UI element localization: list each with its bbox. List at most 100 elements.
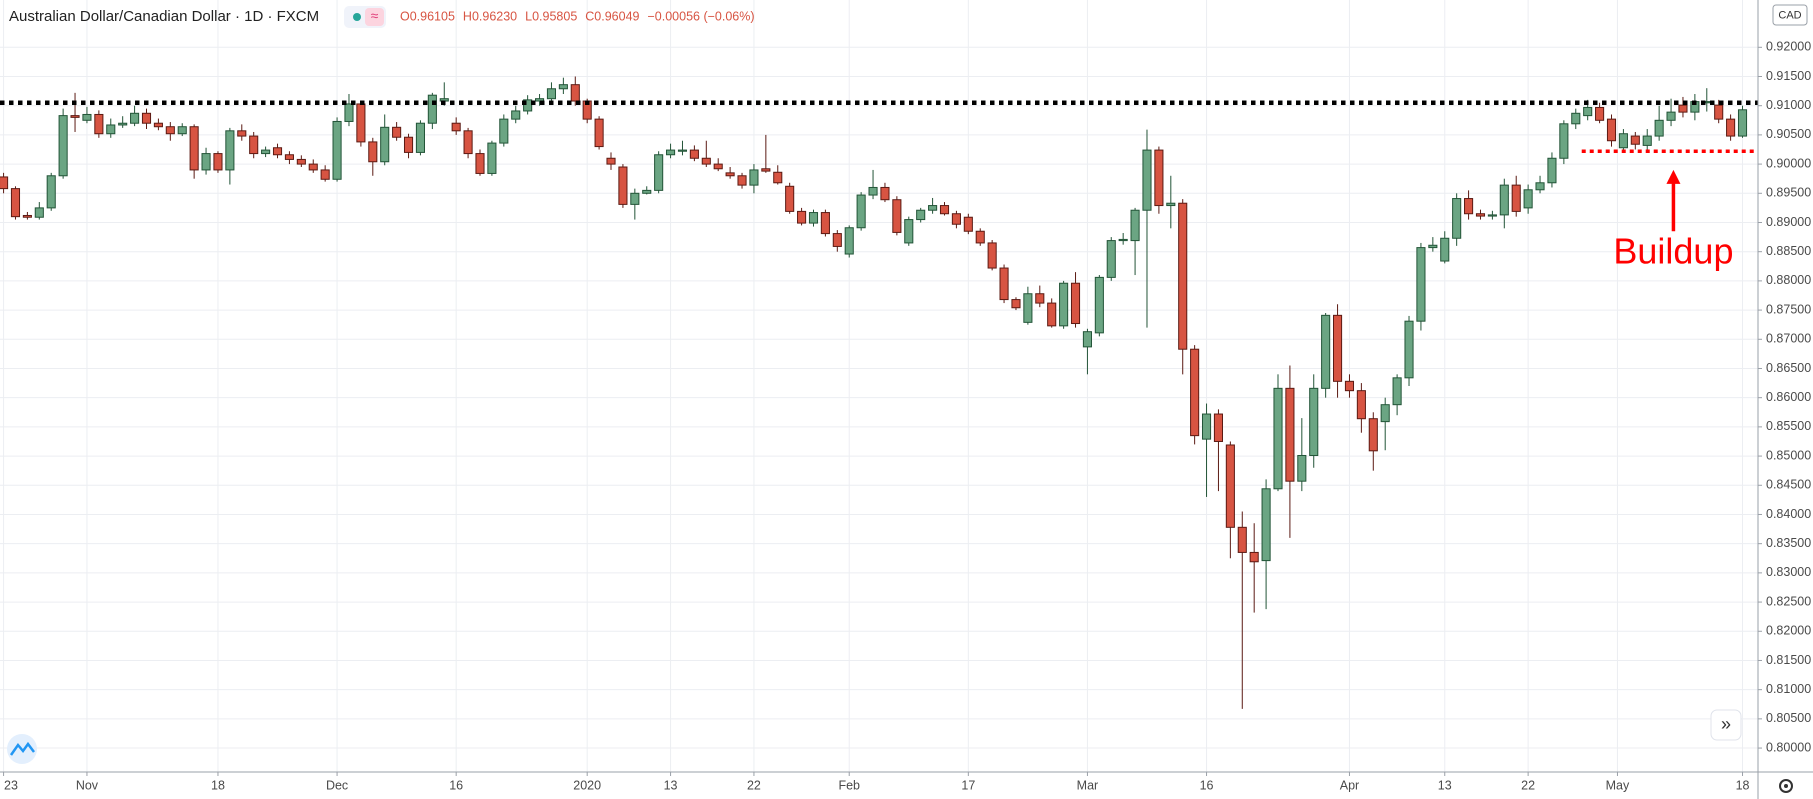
candle-body [1440, 237, 1450, 262]
settings[interactable] [1779, 779, 1793, 793]
x-tick-label: Apr [1340, 778, 1359, 792]
candle-body [10, 188, 21, 218]
candle-body [761, 168, 771, 172]
y-tick-label: 0.86500 [1766, 361, 1811, 375]
candle-body [987, 242, 997, 269]
candle-body [1059, 282, 1069, 327]
candle-body [1356, 390, 1366, 420]
candle-body [415, 122, 425, 153]
candle-body [1094, 276, 1104, 334]
candle-body [677, 149, 688, 152]
annotations: Buildup [0, 100, 1758, 272]
y-tick-label: 0.87500 [1766, 302, 1811, 316]
candle-body [344, 103, 354, 122]
candle-body [820, 212, 830, 235]
x-tick-label: 23 [4, 778, 18, 792]
candle-body [237, 130, 247, 137]
candle-body [1166, 202, 1176, 207]
x-tick-label: 16 [1200, 778, 1214, 792]
status-dot [353, 13, 361, 21]
candle-body [141, 112, 152, 124]
candle-body [1082, 331, 1092, 348]
candle-body [558, 84, 568, 90]
candle-body [1213, 413, 1224, 442]
candle-body [106, 124, 116, 135]
candle-body [880, 186, 890, 201]
y-tick-label: 0.90000 [1766, 156, 1811, 170]
candle-body [642, 189, 652, 194]
x-tick-label: 2020 [573, 778, 601, 792]
candle-body [963, 216, 973, 232]
candle-body [225, 130, 235, 171]
currency-label: CAD [1778, 9, 1801, 21]
candle-body [1118, 238, 1128, 242]
candle-body [249, 135, 259, 155]
candle-body [1392, 377, 1402, 406]
candle-body [630, 192, 640, 205]
candle-body [0, 176, 9, 190]
candle-body [213, 153, 223, 171]
candle-body [296, 158, 306, 165]
candle-body [284, 154, 294, 160]
candle-body [844, 227, 854, 255]
x-tick-label: 22 [747, 778, 761, 792]
candle-body [1225, 444, 1235, 528]
candle-body [1464, 198, 1474, 215]
x-tick-label: Nov [76, 778, 99, 792]
candle-body [1523, 189, 1533, 209]
candle-body [130, 112, 140, 124]
header-badges: ≈ [344, 6, 386, 28]
candle-body [785, 185, 795, 212]
candle-body [272, 147, 283, 156]
symbol-title: Australian Dollar/Canadian Dollar · 1D ·… [9, 8, 319, 25]
candle-body [82, 113, 92, 121]
x-tick-label: 13 [1438, 778, 1452, 792]
candle-body [1047, 302, 1057, 327]
candle-body [177, 126, 187, 135]
candle-body [999, 267, 1009, 301]
y-tick-label: 0.87000 [1766, 332, 1811, 346]
scroll-to-end[interactable]: » [1710, 709, 1742, 741]
annotation-text: Buildup [1613, 231, 1733, 272]
candle-body [1297, 454, 1307, 482]
logo-icon[interactable] [9, 741, 35, 756]
scroll-button[interactable] [1710, 709, 1742, 741]
candle-body [1475, 213, 1486, 217]
y-tick-label: 0.81000 [1766, 682, 1811, 696]
x-tick-label: 16 [449, 778, 463, 792]
candle-body [773, 171, 783, 184]
candle-body [451, 122, 461, 132]
candle-body [1416, 247, 1426, 322]
scroll-icon[interactable]: » [1721, 714, 1731, 734]
candle-body [666, 149, 676, 156]
logo[interactable] [7, 734, 37, 764]
candle-body [1404, 320, 1414, 379]
y-tick-label: 0.85000 [1766, 448, 1811, 462]
candle-body [1535, 182, 1545, 191]
candle-body [463, 130, 473, 155]
candle-body [928, 205, 938, 211]
candle-body [1344, 380, 1355, 392]
y-tick-label: 0.84500 [1766, 478, 1811, 492]
candle-body [654, 154, 664, 191]
candle-body [165, 126, 175, 135]
ohlc-value: O0.96105 [400, 9, 455, 23]
currency-badge: CAD [1772, 4, 1808, 26]
candle-body [1618, 133, 1628, 149]
candle-body [1452, 198, 1462, 239]
candle-body [975, 230, 985, 244]
candle-body [808, 212, 819, 224]
candle-body [1726, 118, 1736, 137]
candle-body [832, 233, 842, 247]
gear-icon[interactable] [1779, 779, 1793, 793]
gear-center[interactable] [1784, 784, 1788, 788]
candle-body [1428, 244, 1438, 249]
candles [0, 76, 1748, 709]
y-tick-label: 0.84000 [1766, 507, 1811, 521]
candle-body [1499, 184, 1509, 216]
candle-body [713, 163, 723, 170]
candle-body [1190, 348, 1200, 437]
currency-box [1772, 4, 1808, 26]
candle-body [70, 115, 80, 118]
